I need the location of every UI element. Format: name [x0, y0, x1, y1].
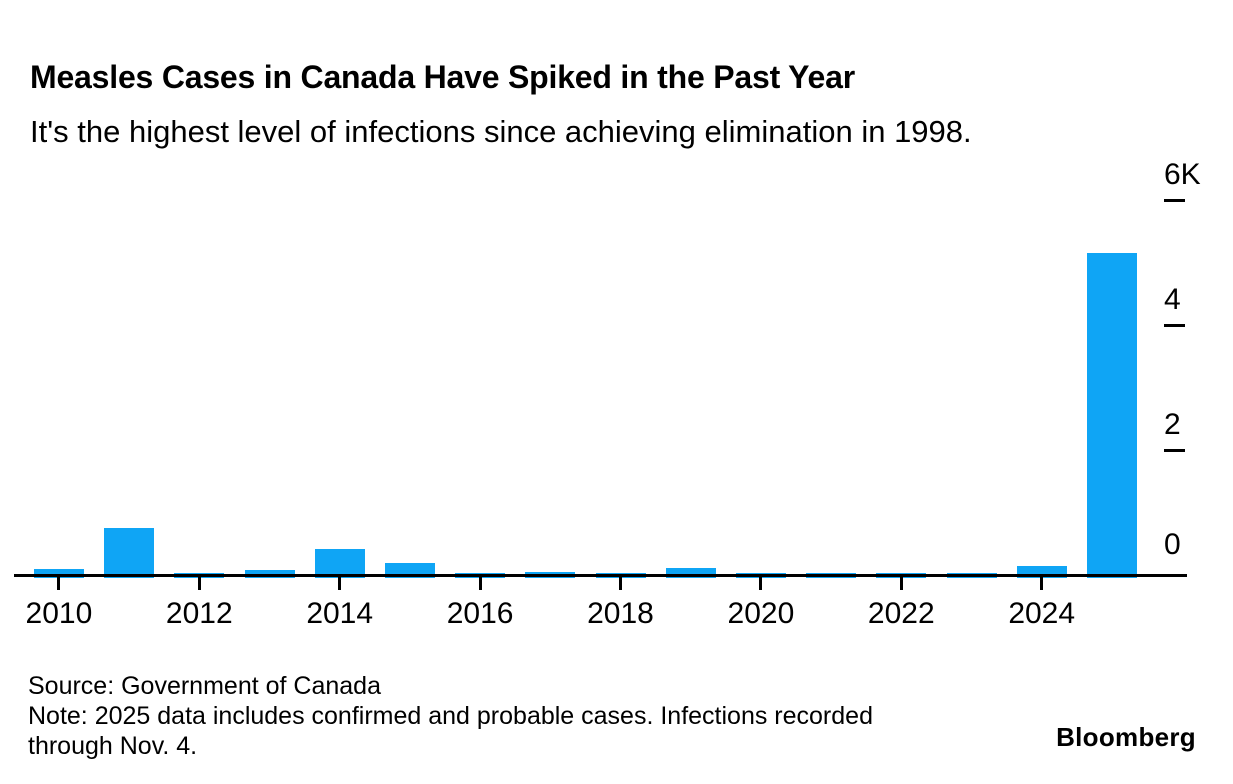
bar-2013	[244, 569, 295, 578]
chart-footer: Source: Government of Canada Note: 2025 …	[28, 671, 958, 761]
y-tick-label: 0	[1164, 528, 1181, 561]
x-tick-label: 2012	[165, 597, 233, 630]
y-tick-dash	[1164, 198, 1185, 202]
y-tick-label: 6K	[1164, 158, 1201, 191]
y-tick-label: 4	[1164, 283, 1181, 316]
x-tick-mark	[619, 577, 622, 590]
x-tick-mark	[1040, 577, 1044, 590]
x-tick-label: 2010	[25, 597, 93, 630]
x-tick-label: 2022	[867, 597, 935, 630]
y-tick-label: 2	[1164, 408, 1181, 441]
x-tick-mark	[338, 577, 342, 590]
chart-subtitle: It's the highest level of infections sin…	[30, 114, 972, 149]
x-tick-label: 2020	[727, 597, 795, 630]
x-tick-mark	[759, 577, 763, 590]
y-tick-dash	[1164, 448, 1185, 452]
bar-2011	[104, 528, 155, 578]
x-tick-mark	[197, 577, 201, 590]
x-tick-label: 2024	[1008, 597, 1076, 630]
bloomberg-logo: Bloomberg	[1056, 722, 1196, 752]
bar-2010	[33, 568, 84, 578]
y-tick-dash	[1164, 323, 1185, 327]
bar-2019	[665, 568, 716, 578]
bar-2025	[1086, 253, 1137, 578]
x-tick-mark	[478, 577, 482, 590]
chart-title: Measles Cases in Canada Have Spiked in t…	[30, 59, 855, 96]
x-tick-mark	[899, 577, 903, 590]
x-tick-label: 2014	[306, 597, 374, 630]
x-tick-label: 2016	[446, 597, 514, 630]
note-text: Note: 2025 data includes confirmed and p…	[28, 702, 873, 760]
x-tick-mark	[57, 577, 61, 590]
x-tick-label: 2018	[587, 597, 654, 630]
x-axis-line	[14, 574, 1187, 577]
source-text: Source: Government of Canada	[28, 672, 381, 700]
bar-2014	[314, 548, 365, 578]
